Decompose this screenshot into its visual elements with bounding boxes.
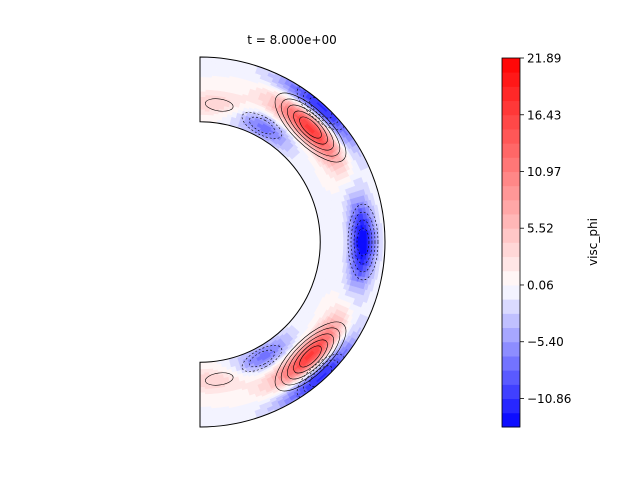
colorbar-band [502,270,520,286]
colorbar-band [502,242,520,258]
colorbar-band [502,313,520,328]
colorbar-band [502,128,520,144]
colorbar-band [502,341,520,357]
colorbar-tick-label: 16.43 [527,108,561,122]
colorbar-band [502,228,520,243]
colorbar-band [502,72,520,87]
colorbar-band [502,256,520,272]
colorbar-band [502,143,520,158]
colorbar-band [502,412,520,428]
colorbar-band [502,398,520,414]
plot-title: t = 8.000e+00 [247,33,337,47]
colorbar-tick-label: 21.89 [527,52,561,66]
colorbar-tick-label: −10.86 [527,392,571,406]
colorbar-band [502,355,520,371]
colorbar-band [502,86,520,102]
colorbar-band [502,384,520,400]
colorbar-band [502,370,520,385]
colorbar-band [502,171,520,187]
colorbar-tick-label: 0.06 [527,278,554,292]
colorbar-band [502,58,520,73]
colorbar-band [502,213,520,229]
colorbar-band [502,327,520,343]
colorbar-tick-label: 10.97 [527,165,561,179]
colorbar-band [502,284,520,300]
colorbar-band [502,299,520,314]
colorbar-band [502,199,520,215]
colorbar-band [502,114,520,130]
colorbar-band [502,157,520,173]
colorbar-tick-label: −5.40 [527,335,564,349]
colorbar-band [502,100,520,116]
colorbar-label: visc_phi [586,218,600,266]
colorbar-band [502,185,520,201]
colorbar-tick-label: 5.52 [527,222,554,236]
colorbar: 21.89 16.43 10.97 5.52 0.06 −5.40 −10.86 [501,52,571,428]
